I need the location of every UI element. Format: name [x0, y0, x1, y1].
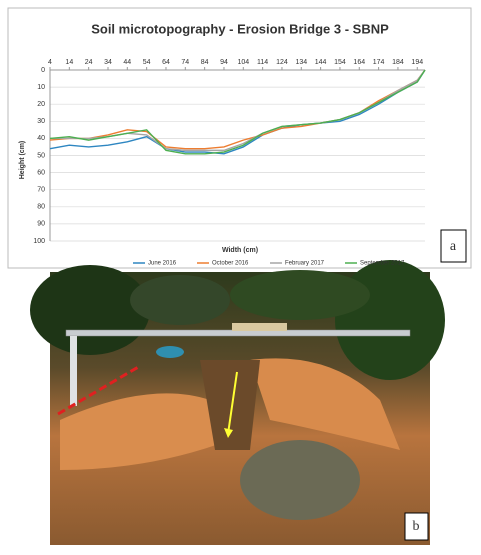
y-axis-label: Height (cm) [19, 141, 26, 180]
series-line [49, 69, 426, 155]
y-tick-label: 30 [37, 118, 45, 125]
x-tick-label: 4 [48, 59, 52, 66]
y-tick-label: 60 [37, 169, 45, 176]
series-line [49, 69, 426, 155]
chart-title: Soil microtopography - Erosion Bridge 3 … [91, 21, 389, 36]
legend-label: September 2017 [360, 261, 405, 267]
y-tick-label: 70 [37, 187, 45, 194]
x-tick-label: 94 [220, 59, 228, 66]
panel-label: b [413, 519, 420, 534]
x-tick-label: 44 [123, 59, 131, 66]
x-tick-label: 114 [257, 59, 268, 66]
legend-label: October 2016 [212, 261, 249, 267]
series-line [49, 69, 426, 150]
panel-label: a [450, 239, 457, 254]
x-tick-label: 194 [411, 59, 423, 66]
x-tick-label: 154 [334, 59, 346, 66]
photo [30, 260, 445, 545]
x-axis-label: Width (cm) [222, 247, 258, 254]
x-tick-label: 34 [104, 59, 112, 66]
panel-label-box [440, 229, 467, 263]
y-tick-label: 80 [37, 204, 45, 211]
x-tick-label: 174 [373, 59, 385, 66]
x-tick-label: 14 [65, 59, 73, 66]
x-tick-label: 64 [162, 59, 170, 66]
y-tick-label: 10 [37, 84, 45, 91]
y-tick-label: 50 [37, 152, 45, 159]
y-tick-label: 20 [37, 101, 45, 108]
legend-label: February 2017 [285, 261, 325, 267]
x-tick-label: 144 [315, 59, 327, 66]
y-tick-label: 40 [37, 135, 45, 142]
y-tick-label: 100 [33, 238, 45, 245]
x-tick-label: 134 [295, 59, 307, 66]
x-tick-label: 124 [276, 59, 288, 66]
legend-label: June 2016 [148, 261, 177, 267]
y-tick-label: 90 [37, 221, 45, 228]
x-tick-label: 54 [143, 59, 151, 66]
x-tick-label: 84 [201, 59, 209, 66]
x-tick-label: 24 [85, 59, 93, 66]
x-tick-label: 184 [392, 59, 404, 66]
x-tick-label: 74 [181, 59, 189, 66]
y-tick-label: 0 [41, 67, 45, 74]
x-tick-label: 104 [237, 59, 249, 66]
x-tick-label: 164 [353, 59, 365, 66]
